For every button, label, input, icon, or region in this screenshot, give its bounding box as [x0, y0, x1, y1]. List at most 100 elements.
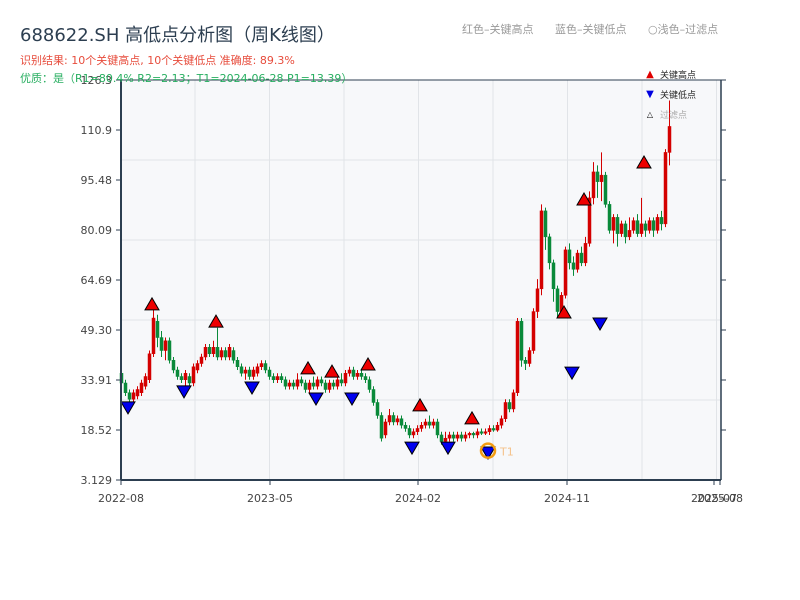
legend-label-high: 关键高点	[660, 70, 697, 81]
candle	[187, 373, 192, 387]
key-low-marker	[592, 317, 608, 332]
candle	[435, 418, 440, 439]
candle	[199, 353, 204, 367]
candle	[503, 399, 508, 422]
key-high-marker	[636, 155, 652, 169]
candle	[191, 363, 196, 387]
candle	[383, 418, 388, 439]
t1-label: T1	[499, 446, 514, 459]
candle	[611, 214, 616, 244]
plot-area	[121, 80, 721, 480]
candle	[547, 233, 552, 270]
candle	[455, 431, 460, 442]
candle	[631, 217, 636, 234]
red-up-triangle-icon: ▲	[646, 68, 654, 80]
candle	[619, 220, 624, 237]
candle	[195, 360, 200, 374]
candle	[239, 363, 244, 377]
candle	[423, 418, 428, 429]
candle	[395, 415, 400, 426]
candle	[347, 366, 352, 377]
candle	[419, 421, 424, 432]
candle	[403, 421, 408, 432]
candle	[151, 308, 156, 358]
candle	[643, 220, 648, 237]
candle	[275, 373, 280, 383]
legend-key-low[interactable]: ▼ 关键低点	[644, 84, 696, 104]
candle	[171, 357, 176, 374]
candle	[343, 370, 348, 387]
candle	[371, 386, 376, 406]
candle	[259, 360, 264, 371]
key-low-marker	[176, 385, 192, 399]
legend-label-low: 关键低点	[660, 90, 697, 101]
candle	[279, 373, 284, 383]
color-key-red: 红色–关键高点	[462, 23, 534, 36]
key-high-marker	[324, 364, 340, 378]
candle	[639, 197, 644, 237]
candle	[495, 421, 500, 432]
candle	[491, 425, 496, 432]
candle	[131, 389, 136, 403]
candle	[519, 318, 524, 367]
candle	[583, 236, 588, 267]
candle	[139, 379, 144, 396]
y-tick-label: 49.30	[81, 324, 113, 337]
candle	[147, 350, 152, 383]
candle	[315, 376, 320, 390]
candle	[427, 415, 432, 429]
candle	[543, 207, 548, 250]
candle	[463, 431, 468, 442]
candle	[231, 347, 236, 364]
candle	[567, 243, 572, 270]
candle	[211, 340, 216, 358]
key-low-marker	[344, 392, 360, 407]
candle	[367, 376, 372, 393]
axes: 3.129 18.52 33.91 49.30 64.69 80.09 95.48 110.9…	[81, 74, 743, 505]
candle	[603, 171, 608, 208]
candle	[635, 214, 640, 237]
candle	[451, 431, 456, 442]
candle	[591, 162, 596, 205]
candle	[523, 357, 528, 371]
candle	[311, 376, 316, 390]
y-tick-label: 18.52	[81, 424, 113, 437]
y-tick-label: 33.91	[81, 374, 113, 387]
candle	[599, 152, 604, 202]
key-high-marker	[576, 192, 592, 206]
candle	[507, 399, 512, 413]
candle	[263, 360, 268, 374]
candle	[203, 344, 208, 361]
blue-down-triangle-icon: ▼	[646, 88, 654, 100]
legend-key-filtered[interactable]: △ 过滤点	[644, 104, 696, 124]
legend-key-high[interactable]: ▲ 关键高点	[644, 64, 696, 84]
key-high-marker	[300, 360, 316, 375]
outline-triangle-icon: △	[646, 109, 654, 119]
candle	[563, 246, 568, 299]
key-high-marker	[360, 357, 376, 371]
candle	[159, 331, 164, 358]
candle	[339, 373, 344, 387]
candle	[459, 431, 464, 442]
candle	[155, 314, 160, 348]
candle	[555, 285, 560, 319]
candle	[531, 308, 536, 354]
candle	[227, 344, 232, 361]
candle	[299, 376, 304, 387]
candle	[483, 428, 488, 435]
candle	[255, 363, 260, 377]
candle	[551, 259, 556, 302]
key-low-marker	[308, 392, 324, 407]
key-low-marker	[564, 366, 580, 381]
candle	[663, 149, 668, 228]
candle	[359, 370, 364, 380]
x-tick-label: 2024-11	[544, 492, 590, 505]
candle	[243, 366, 248, 380]
color-key: 红色–关键高点 蓝色–关键低点 ○浅色–过滤点	[462, 21, 718, 37]
candle	[479, 428, 484, 435]
candle	[291, 379, 296, 390]
candle	[235, 357, 240, 371]
candle	[143, 373, 148, 390]
key-low-marker	[480, 446, 496, 460]
candle	[387, 408, 392, 426]
